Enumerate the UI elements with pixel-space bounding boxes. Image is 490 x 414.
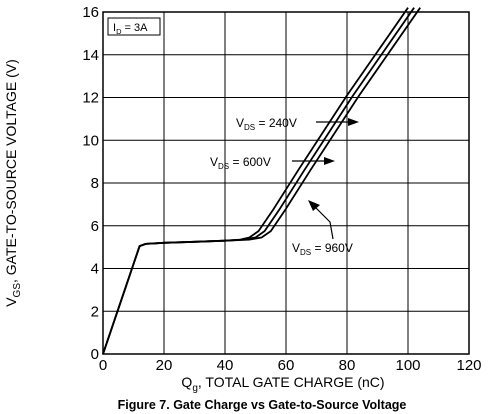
condition-box: ID = 3A	[107, 17, 161, 36]
y-tick-labels: 0 2 4 6 8 10 12 14 16	[82, 4, 99, 363]
x-tick-label-6: 120	[456, 357, 481, 374]
y-tick-label-4: 8	[91, 175, 99, 192]
y-tick-label-7: 14	[82, 47, 99, 64]
arrow-960v-shaft	[315, 207, 334, 240]
x-tick-labels: 0 20 40 60 80 100 120	[99, 357, 482, 374]
plot-frame	[102, 11, 470, 355]
arrow-960v-head	[308, 200, 320, 211]
series-label-960v: VDS = 960V	[292, 200, 353, 257]
condition-label: ID = 3A	[113, 22, 148, 36]
x-tick-label-2: 40	[217, 357, 234, 374]
arrow-240v-head	[348, 118, 359, 126]
y-tick-label-8: 16	[82, 4, 99, 21]
series-label-600v-text: VDS = 600V	[210, 155, 271, 171]
series-label-240v: VDS = 240V	[236, 116, 359, 132]
x-axis-label: Qg, TOTAL GATE CHARGE (nC)	[181, 374, 384, 394]
series-line-2	[102, 7, 421, 355]
condition-box-border	[107, 17, 161, 36]
y-tick-label-2: 4	[91, 261, 99, 278]
y-tick-label-3: 6	[91, 218, 99, 235]
y-tick-label-1: 2	[91, 303, 99, 320]
series-label-600v: VDS = 600V	[210, 155, 335, 171]
series-label-960v-text: VDS = 960V	[292, 241, 353, 257]
y-tick-label-6: 12	[82, 90, 99, 107]
arrow-600v-head	[324, 157, 335, 165]
x-tick-label-1: 20	[156, 357, 173, 374]
x-tick-label-0: 0	[99, 357, 107, 374]
figure-caption: Figure 7. Gate Charge vs Gate-to-Source …	[118, 398, 407, 412]
x-tick-label-3: 60	[278, 357, 295, 374]
y-tick-label-5: 10	[82, 132, 99, 149]
series-label-240v-text: VDS = 240V	[236, 116, 297, 132]
series-group	[102, 7, 421, 355]
grid	[103, 12, 469, 354]
x-tick-label-4: 80	[339, 357, 356, 374]
y-axis-label: VGS, GATE-TO-SOURCE VOLTAGE (V)	[3, 59, 23, 307]
y-tick-label-0: 0	[91, 346, 99, 363]
x-tick-label-5: 100	[395, 357, 420, 374]
